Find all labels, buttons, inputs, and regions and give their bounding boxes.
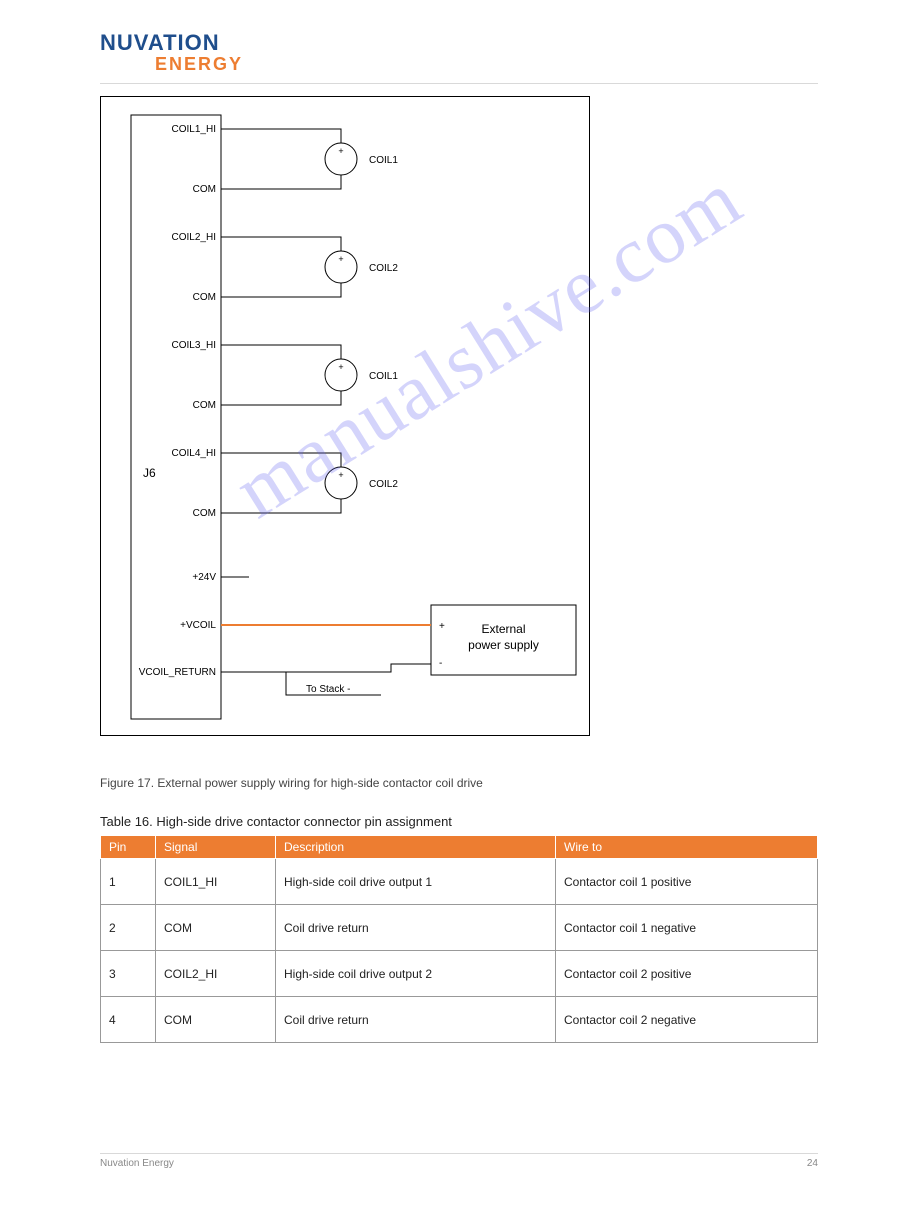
table-title: Table 16. High-side drive contactor conn… xyxy=(100,814,818,829)
table-header-cell: Signal xyxy=(156,836,276,859)
figure-caption: Figure 17. External power supply wiring … xyxy=(100,776,818,790)
svg-text:COIL1: COIL1 xyxy=(369,371,398,382)
table-cell: COIL1_HI xyxy=(156,859,276,905)
svg-text:J6: J6 xyxy=(143,466,156,480)
logo-top: NUVATION xyxy=(100,30,818,56)
table-cell: Contactor coil 1 positive xyxy=(556,859,818,905)
svg-text:power supply: power supply xyxy=(468,638,539,652)
table-cell: Contactor coil 2 positive xyxy=(556,951,818,997)
svg-text:+: + xyxy=(338,254,343,264)
svg-text:COM: COM xyxy=(193,508,216,519)
table-cell: 1 xyxy=(101,859,156,905)
svg-text:COIL2: COIL2 xyxy=(369,263,398,274)
table-header-cell: Description xyxy=(276,836,556,859)
table-row: 3COIL2_HIHigh-side coil drive output 2Co… xyxy=(101,951,818,997)
table-cell: Contactor coil 1 negative xyxy=(556,905,818,951)
table-cell: COIL2_HI xyxy=(156,951,276,997)
table-row: 2COMCoil drive returnContactor coil 1 ne… xyxy=(101,905,818,951)
table-header-cell: Wire to xyxy=(556,836,818,859)
svg-text:COIL2: COIL2 xyxy=(369,479,398,490)
table-cell: 3 xyxy=(101,951,156,997)
svg-text:COIL3_HI: COIL3_HI xyxy=(172,340,216,351)
svg-text:+: + xyxy=(338,470,343,480)
wiring-diagram: J6 COIL1_HI COM + COIL1 COIL2_HI COM + COIL2 COIL… xyxy=(100,96,590,736)
svg-text:COM: COM xyxy=(193,184,216,195)
connector-table: PinSignalDescriptionWire to 1COIL1_HIHig… xyxy=(100,835,818,1043)
table-cell: 4 xyxy=(101,997,156,1043)
table-cell: Coil drive return xyxy=(276,905,556,951)
svg-text:COIL1: COIL1 xyxy=(369,155,398,166)
svg-text:COIL1_HI: COIL1_HI xyxy=(172,124,216,135)
svg-text:+VCOIL: +VCOIL xyxy=(180,620,216,631)
brand-logo: NUVATION ENERGY xyxy=(100,30,818,75)
svg-text:To Stack -: To Stack - xyxy=(306,684,350,695)
table-header-cell: Pin xyxy=(101,836,156,859)
svg-text:+: + xyxy=(338,362,343,372)
table-cell: Coil drive return xyxy=(276,997,556,1043)
table-row: 1COIL1_HIHigh-side coil drive output 1Co… xyxy=(101,859,818,905)
svg-text:COM: COM xyxy=(193,292,216,303)
svg-text:+24V: +24V xyxy=(192,572,216,583)
table-cell: COM xyxy=(156,905,276,951)
table-cell: Contactor coil 2 negative xyxy=(556,997,818,1043)
footer-right: 24 xyxy=(807,1158,818,1169)
table-row: 4COMCoil drive returnContactor coil 2 ne… xyxy=(101,997,818,1043)
svg-text:COIL2_HI: COIL2_HI xyxy=(172,232,216,243)
footer-divider xyxy=(100,1153,818,1154)
svg-text:-: - xyxy=(439,658,442,669)
table-cell: High-side coil drive output 1 xyxy=(276,859,556,905)
svg-text:VCOIL_RETURN: VCOIL_RETURN xyxy=(139,667,216,678)
svg-text:External: External xyxy=(481,622,525,636)
table-cell: 2 xyxy=(101,905,156,951)
svg-text:COIL4_HI: COIL4_HI xyxy=(172,448,216,459)
table-cell: COM xyxy=(156,997,276,1043)
svg-text:+: + xyxy=(439,621,445,632)
svg-text:COM: COM xyxy=(193,400,216,411)
page-footer: Nuvation Energy 24 xyxy=(100,1158,818,1169)
table-cell: High-side coil drive output 2 xyxy=(276,951,556,997)
svg-text:+: + xyxy=(338,146,343,156)
footer-left: Nuvation Energy xyxy=(100,1158,174,1169)
header-divider xyxy=(100,83,818,84)
logo-bottom: ENERGY xyxy=(155,54,818,75)
